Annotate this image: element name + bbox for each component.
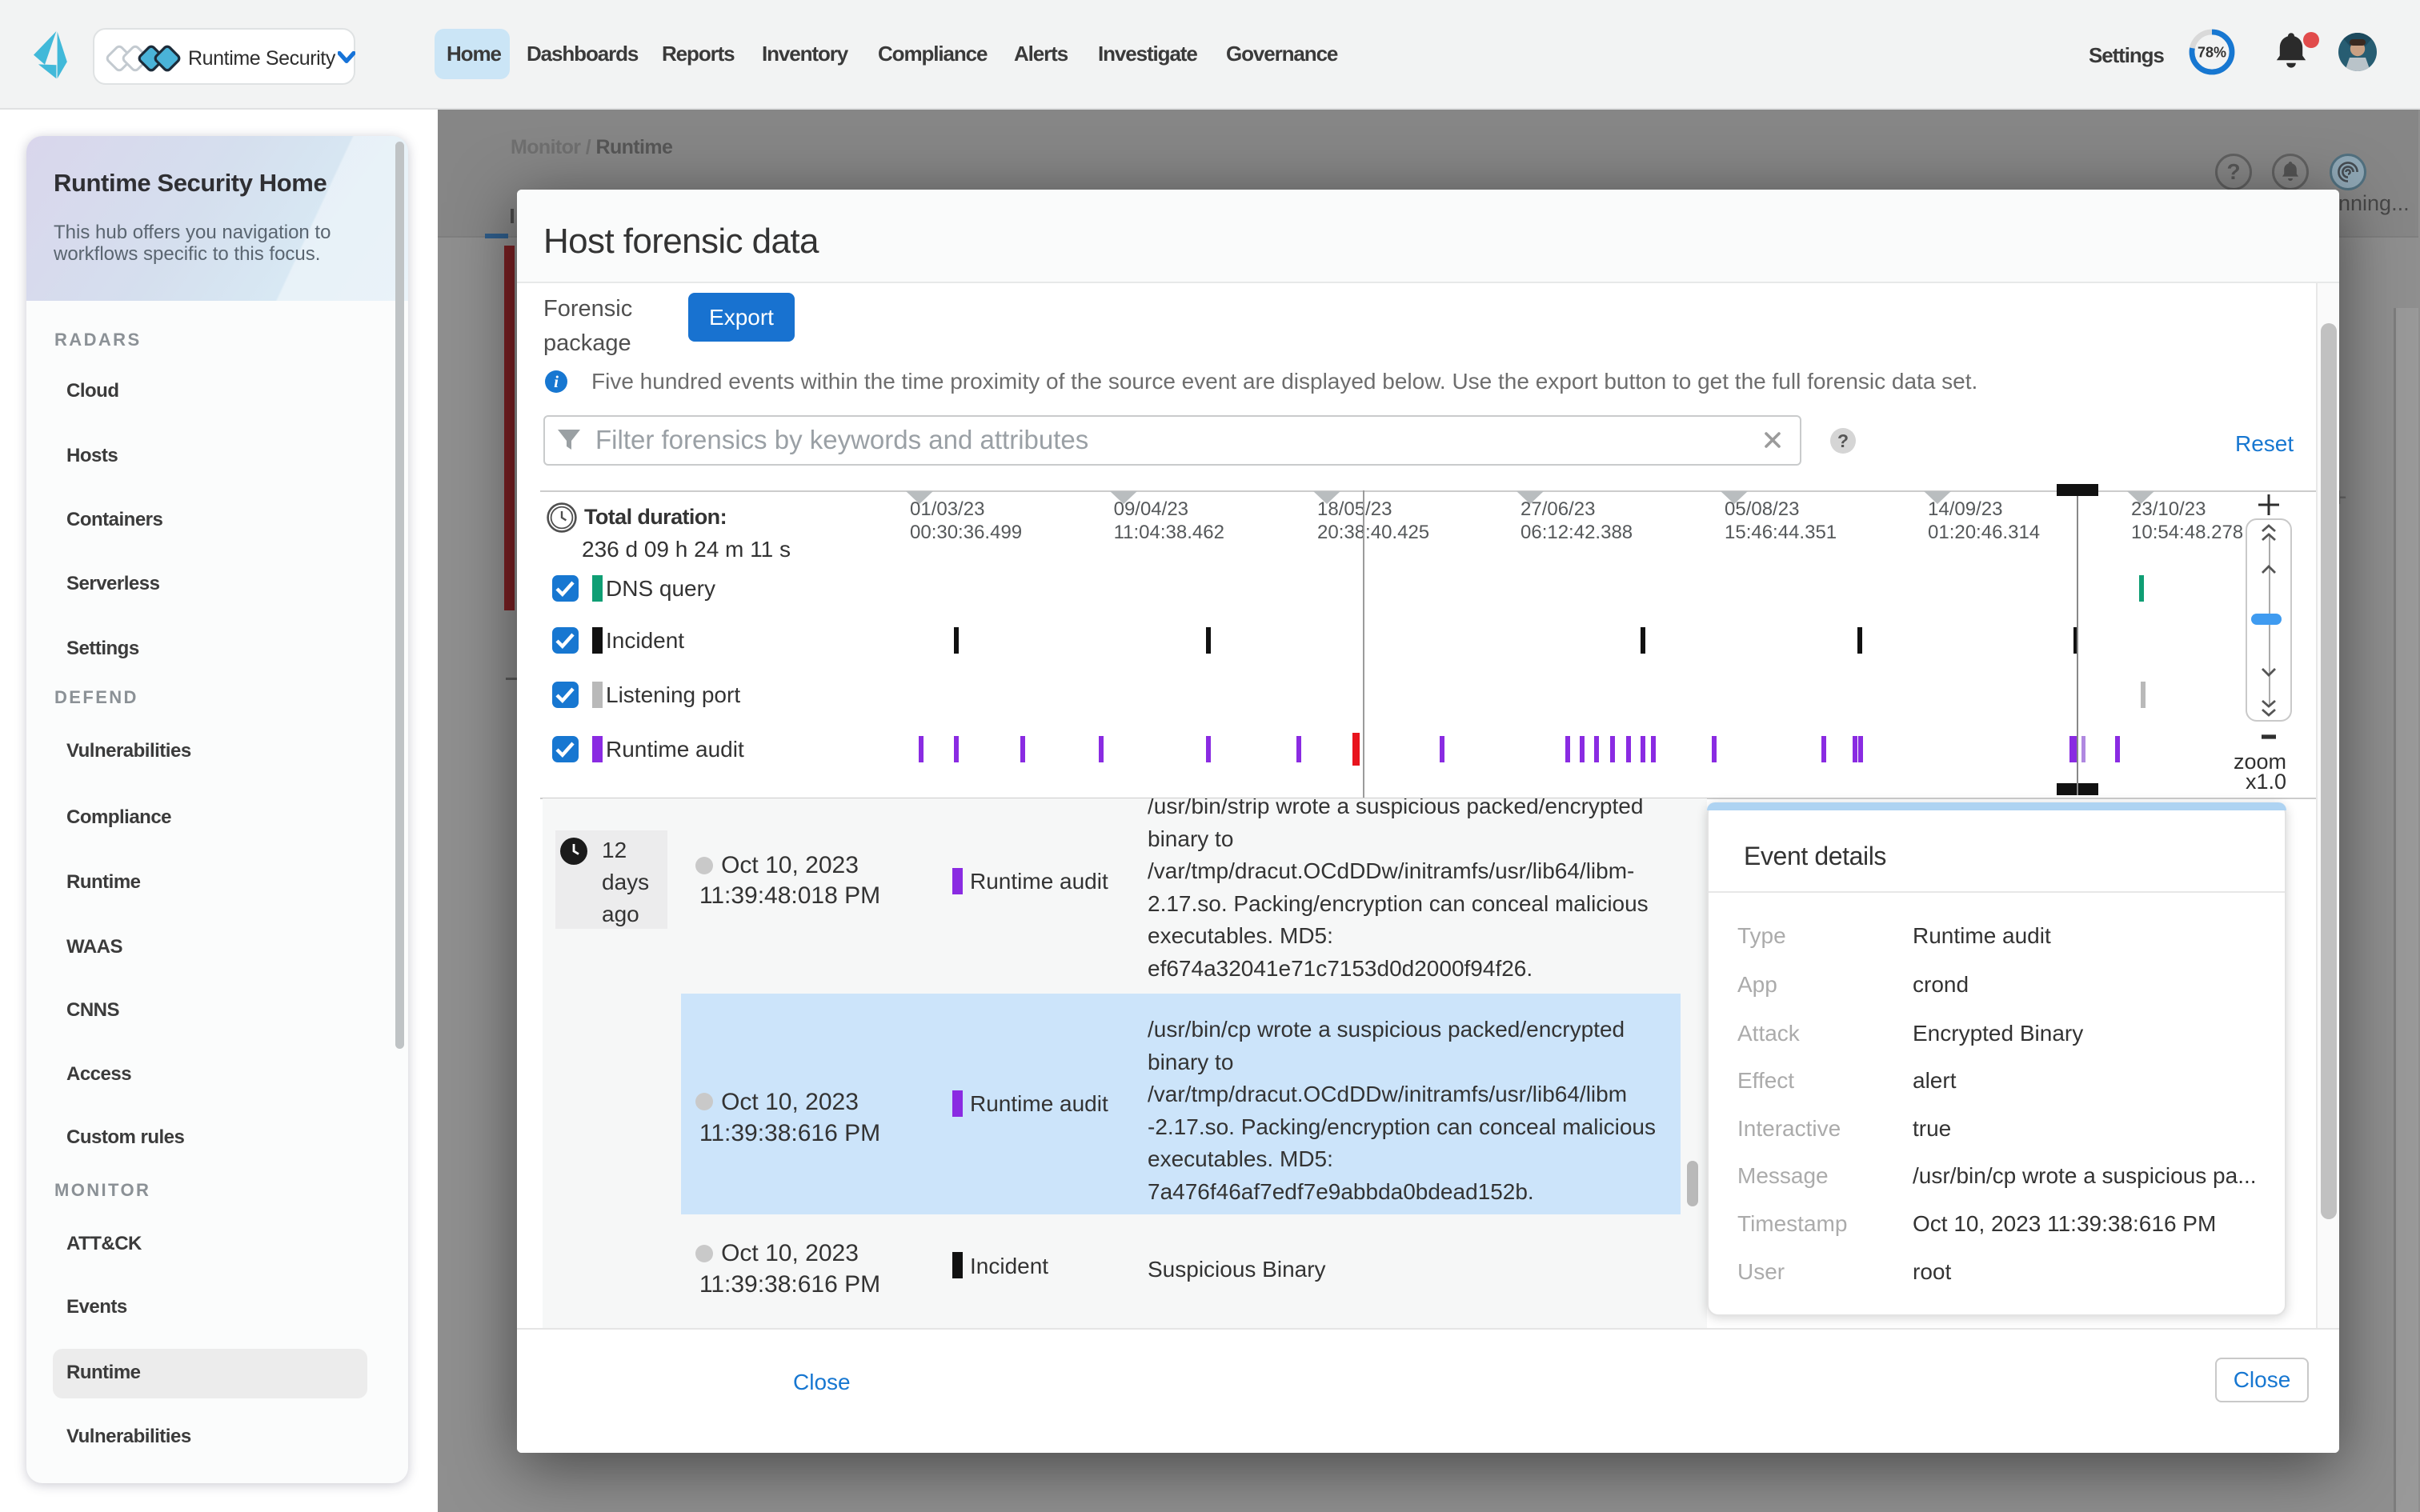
svg-text:78%: 78% bbox=[2198, 45, 2226, 61]
